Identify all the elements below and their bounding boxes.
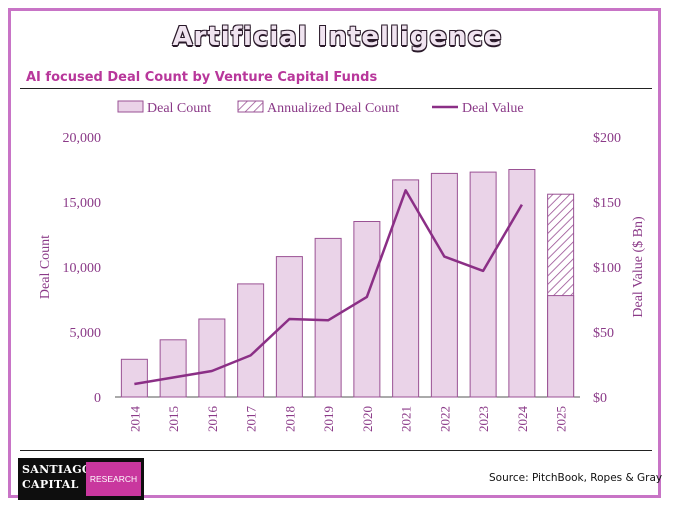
y-tick-label: 10,000 bbox=[63, 261, 102, 276]
santiago-capital-logo: SANTIAGO CAPITAL RESEARCH bbox=[18, 458, 144, 500]
y2-axis-label: Deal Value ($ Bn) bbox=[631, 216, 646, 318]
deal-count-bar bbox=[159, 339, 187, 398]
chart-axes: 0 5,000 10,000 15,000 20,000 $0 $50 $100 $150 $20… bbox=[38, 131, 646, 432]
x-tick-label: 2016 bbox=[205, 406, 220, 433]
x-tick-label: 2023 bbox=[476, 406, 491, 432]
y-tick-label: 5,000 bbox=[70, 326, 102, 341]
source-note: Source: PitchBook, Ropes & Gray bbox=[489, 472, 663, 484]
deal-count-bar bbox=[547, 295, 575, 398]
bar-series bbox=[120, 169, 575, 398]
y-tick-label: 15,000 bbox=[63, 196, 102, 211]
deal-count-bar bbox=[353, 221, 381, 398]
x-tick-label: 2015 bbox=[166, 406, 181, 432]
x-tick-label: 2025 bbox=[554, 406, 569, 432]
deal-value-line bbox=[134, 189, 523, 386]
y-tick-label: 0 bbox=[94, 391, 101, 406]
logo-line-2: CAPITAL bbox=[22, 478, 79, 491]
y2-tick-label: $50 bbox=[593, 326, 614, 341]
deal-count-bar bbox=[198, 318, 226, 398]
x-tick-label: 2020 bbox=[360, 406, 375, 432]
x-tick-label: 2022 bbox=[437, 406, 452, 432]
y2-tick-label: $200 bbox=[593, 131, 621, 146]
deal-count-bar bbox=[469, 171, 497, 398]
logo-line-1: SANTIAGO bbox=[22, 463, 92, 476]
chart-legend: Deal Count Annualized Deal Count Deal Valu… bbox=[117, 100, 524, 116]
page-title: Artificial Intelligence bbox=[172, 22, 503, 52]
legend-label-annualized: Annualized Deal Count bbox=[267, 101, 399, 116]
y2-tick-label: $100 bbox=[593, 261, 621, 276]
x-tick-label: 2021 bbox=[399, 406, 414, 432]
deal-count-bar bbox=[237, 283, 265, 398]
top-rule bbox=[20, 88, 652, 89]
x-tick-label: 2019 bbox=[321, 406, 336, 432]
line-series bbox=[134, 189, 523, 386]
x-tick-label: 2018 bbox=[282, 406, 297, 432]
x-tick-label: 2014 bbox=[127, 406, 142, 433]
legend-swatch-deal-count bbox=[117, 100, 144, 113]
deal-count-bar bbox=[120, 358, 148, 398]
chart-subtitle: AI focused Deal Count by Venture Capital… bbox=[26, 70, 378, 85]
legend-swatch-annualized bbox=[237, 100, 264, 113]
x-tick-label: 2024 bbox=[515, 406, 530, 433]
legend-label-deal-value: Deal Value bbox=[462, 101, 524, 116]
bottom-rule bbox=[20, 450, 652, 451]
legend-label-deal-count: Deal Count bbox=[147, 101, 211, 116]
y2-tick-label: $150 bbox=[593, 196, 621, 211]
deal-count-bar bbox=[430, 172, 458, 398]
y-axis-label: Deal Count bbox=[38, 235, 53, 299]
y-tick-label: 20,000 bbox=[63, 131, 102, 146]
y2-tick-label: $0 bbox=[593, 391, 607, 406]
deal-count-bar bbox=[314, 237, 342, 398]
x-tick-label: 2017 bbox=[244, 406, 259, 433]
logo-badge: RESEARCH bbox=[86, 462, 141, 496]
deal-count-bar bbox=[508, 169, 536, 398]
